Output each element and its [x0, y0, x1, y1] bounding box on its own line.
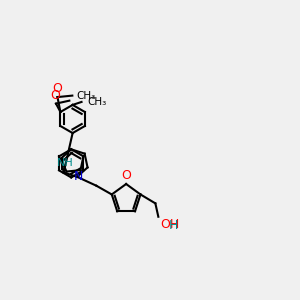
Text: H: H	[169, 219, 178, 232]
Text: OH: OH	[160, 218, 179, 231]
Text: CH₃: CH₃	[77, 91, 96, 100]
Text: O: O	[52, 82, 62, 95]
Text: O: O	[121, 169, 131, 182]
Text: N: N	[74, 170, 83, 183]
Text: O: O	[50, 88, 60, 101]
Text: NH: NH	[57, 158, 74, 168]
Text: CH₃: CH₃	[88, 97, 107, 107]
